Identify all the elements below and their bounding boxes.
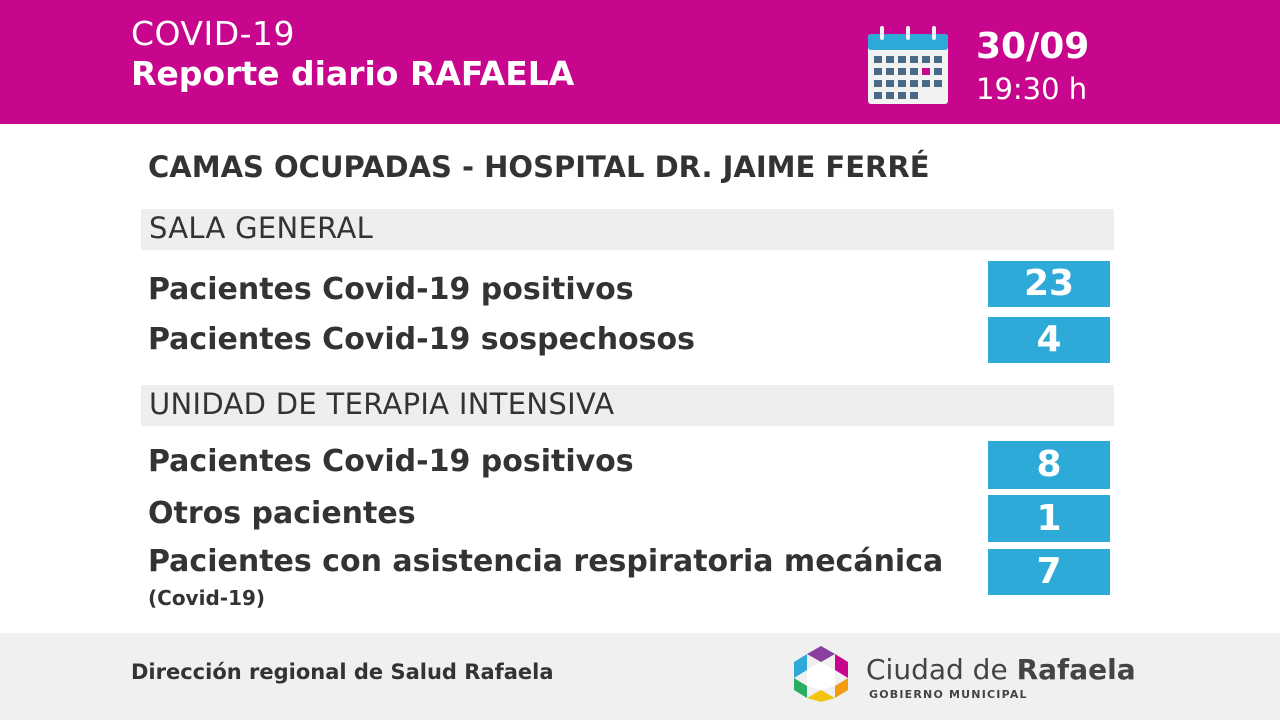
row-label-sg-positivos: Pacientes Covid-19 positivos — [148, 272, 634, 307]
value-box-sg-sospechosos: 4 — [988, 317, 1110, 363]
logo-wordmark: Ciudad de Rafaela — [866, 653, 1136, 686]
report-date: 30/09 — [976, 26, 1090, 67]
section-header-sala-general: SALA GENERAL — [141, 209, 1114, 250]
row-sublabel-uti-arm: (Covid-19) — [148, 586, 266, 610]
header-banner: COVID-19 Reporte diario RAFAELA 30/09 19… — [0, 0, 1280, 124]
report-time: 19:30 h — [976, 72, 1088, 106]
row-label-uti-positivos: Pacientes Covid-19 positivos — [148, 444, 634, 479]
value-box-uti-otros: 1 — [988, 495, 1110, 542]
city-logo-icon — [794, 646, 848, 702]
section-label: UNIDAD DE TERAPIA INTENSIVA — [149, 387, 615, 421]
row-label-uti-arm: Pacientes con asistencia respiratoria me… — [148, 544, 944, 579]
footer-text: Dirección regional de Salud Rafaela — [131, 660, 554, 684]
logo-subtitle: GOBIERNO MUNICIPAL — [869, 688, 1028, 701]
header-subtitle: Reporte diario RAFAELA — [131, 54, 575, 93]
value-box-uti-positivos: 8 — [988, 441, 1110, 489]
section-header-uti: UNIDAD DE TERAPIA INTENSIVA — [141, 385, 1114, 426]
section-label: SALA GENERAL — [149, 211, 374, 245]
value-box-sg-positivos: 23 — [988, 261, 1110, 307]
page-title: CAMAS OCUPADAS - HOSPITAL DR. JAIME FERR… — [148, 150, 930, 184]
logo-wordmark-bold: Rafaela — [1016, 653, 1136, 686]
row-label-sg-sospechosos: Pacientes Covid-19 sospechosos — [148, 322, 695, 357]
value-box-uti-arm: 7 — [988, 549, 1110, 595]
calendar-icon — [868, 26, 948, 104]
footer: Dirección regional de Salud Rafaela Ciud… — [0, 633, 1280, 720]
logo-wordmark-light: Ciudad de — [866, 653, 1017, 686]
row-label-uti-otros: Otros pacientes — [148, 496, 416, 531]
header-title: COVID-19 — [131, 14, 296, 53]
